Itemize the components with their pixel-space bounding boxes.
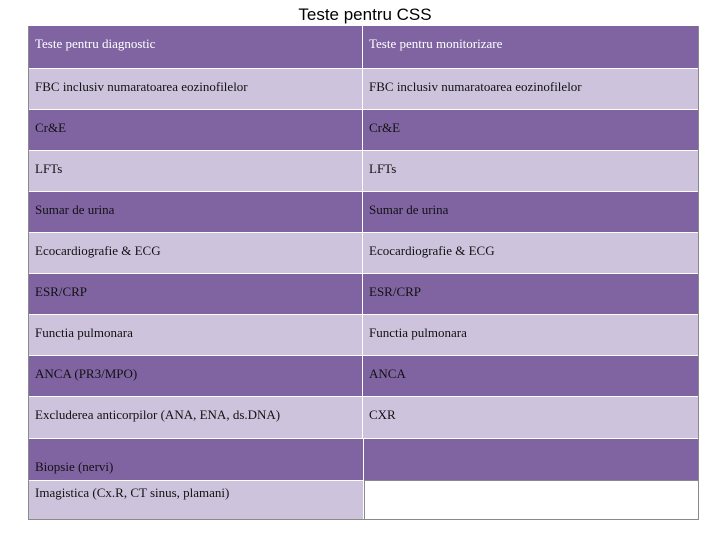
cell-diagnostic: Functia pulmonara [29,315,363,355]
table-row: LFTs LFTs [29,150,698,191]
cell-monitoring: ESR/CRP [363,274,698,314]
last-rows-monitoring [363,439,698,519]
cell-diagnostic: ANCA (PR3/MPO) [29,356,363,396]
last-rows-diagnostic: Biopsie (nervi) Imagistica (Cx.R, CT sin… [29,439,364,519]
table-row: Functia pulmonara Functia pulmonara [29,314,698,355]
cell-monitoring: CXR [363,397,698,438]
cell-monitoring: Ecocardiografie & ECG [363,233,698,273]
cell-monitoring: LFTs [363,151,698,191]
cell-monitoring: Cr&E [363,110,698,150]
header-monitoring: Teste pentru monitorizare [363,26,698,68]
table-row-last: Biopsie (nervi) Imagistica (Cx.R, CT sin… [29,438,698,519]
cell-monitoring: ANCA [363,356,698,396]
cell-diagnostic: ESR/CRP [29,274,363,314]
cell-diagnostic: FBC inclusiv numaratoarea eozinofilelor [29,69,363,109]
table-row: Ecocardiografie & ECG Ecocardiografie & … [29,232,698,273]
table-row: ANCA (PR3/MPO) ANCA [29,355,698,396]
table-row: Excluderea anticorpilor (ANA, ENA, ds.DN… [29,396,698,438]
table-row: FBC inclusiv numaratoarea eozinofilelor … [29,68,698,109]
cell-diagnostic: Ecocardiografie & ECG [29,233,363,273]
table-row: Sumar de urina Sumar de urina [29,191,698,232]
page-title: Teste pentru CSS [298,5,432,24]
table-row: ESR/CRP ESR/CRP [29,273,698,314]
cell-monitoring: Sumar de urina [363,192,698,232]
cell-diagnostic: Cr&E [29,110,363,150]
cell-diagnostic: Sumar de urina [29,192,363,232]
header-diagnostic: Teste pentru diagnostic [29,26,363,68]
cell-imaging: Imagistica (Cx.R, CT sinus, plamani) [29,480,363,519]
cell-empty-dark [363,439,698,480]
cell-diagnostic: LFTs [29,151,363,191]
table-header-row: Teste pentru diagnostic Teste pentru mon… [29,26,698,68]
table-row: Cr&E Cr&E [29,109,698,150]
cell-biopsy: Biopsie (nervi) [29,439,363,480]
cell-monitoring: FBC inclusiv numaratoarea eozinofilelor [363,69,698,109]
cell-diagnostic: Excluderea anticorpilor (ANA, ENA, ds.DN… [29,397,363,438]
cell-empty-light [363,480,698,519]
cell-monitoring: Functia pulmonara [363,315,698,355]
tests-table: Teste pentru diagnostic Teste pentru mon… [28,26,699,520]
